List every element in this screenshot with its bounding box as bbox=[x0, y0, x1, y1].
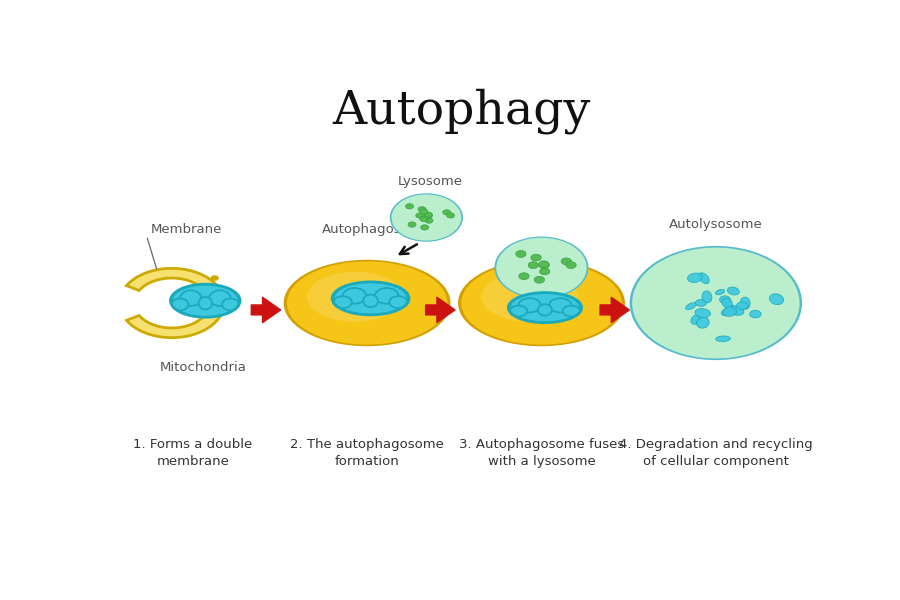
Ellipse shape bbox=[562, 305, 580, 316]
Ellipse shape bbox=[335, 283, 407, 314]
Ellipse shape bbox=[724, 301, 733, 311]
Ellipse shape bbox=[727, 287, 739, 295]
Text: 3. Autophagosome fuses
with a lysosome: 3. Autophagosome fuses with a lysosome bbox=[459, 438, 624, 468]
Circle shape bbox=[419, 217, 428, 221]
Ellipse shape bbox=[180, 290, 202, 306]
Ellipse shape bbox=[716, 289, 724, 295]
Circle shape bbox=[539, 268, 550, 275]
Ellipse shape bbox=[726, 310, 736, 314]
Circle shape bbox=[535, 277, 544, 283]
Ellipse shape bbox=[364, 295, 378, 307]
Ellipse shape bbox=[284, 260, 451, 346]
Circle shape bbox=[446, 213, 454, 218]
Text: 1. Forms a double
membrane: 1. Forms a double membrane bbox=[133, 438, 252, 468]
Circle shape bbox=[538, 261, 549, 268]
Ellipse shape bbox=[509, 305, 527, 316]
Ellipse shape bbox=[209, 290, 230, 306]
Circle shape bbox=[531, 254, 541, 261]
Circle shape bbox=[528, 262, 538, 269]
Circle shape bbox=[416, 213, 424, 218]
Ellipse shape bbox=[170, 284, 240, 317]
Ellipse shape bbox=[740, 297, 750, 309]
Ellipse shape bbox=[698, 273, 709, 284]
Circle shape bbox=[406, 203, 414, 209]
Ellipse shape bbox=[538, 304, 552, 316]
Ellipse shape bbox=[307, 272, 403, 322]
Circle shape bbox=[494, 236, 589, 299]
Circle shape bbox=[561, 258, 572, 265]
Ellipse shape bbox=[770, 294, 784, 305]
Text: Autolysosome: Autolysosome bbox=[669, 218, 762, 232]
Ellipse shape bbox=[511, 293, 579, 322]
Ellipse shape bbox=[222, 298, 239, 310]
Ellipse shape bbox=[736, 302, 748, 310]
Ellipse shape bbox=[334, 296, 352, 308]
Ellipse shape bbox=[722, 298, 733, 308]
Circle shape bbox=[496, 238, 587, 298]
Circle shape bbox=[443, 210, 451, 215]
Ellipse shape bbox=[482, 272, 578, 322]
Text: Lysosome: Lysosome bbox=[398, 175, 463, 187]
Text: Membrane: Membrane bbox=[151, 223, 222, 236]
Ellipse shape bbox=[390, 296, 408, 308]
Ellipse shape bbox=[696, 299, 706, 307]
Circle shape bbox=[211, 275, 219, 281]
Ellipse shape bbox=[458, 260, 625, 346]
Ellipse shape bbox=[199, 297, 212, 310]
Circle shape bbox=[418, 206, 426, 212]
Ellipse shape bbox=[697, 317, 709, 328]
Ellipse shape bbox=[721, 309, 731, 316]
Ellipse shape bbox=[702, 291, 712, 303]
Ellipse shape bbox=[727, 305, 743, 316]
Circle shape bbox=[516, 250, 526, 257]
Circle shape bbox=[425, 218, 433, 223]
Ellipse shape bbox=[508, 293, 581, 323]
Ellipse shape bbox=[375, 288, 399, 304]
Circle shape bbox=[424, 212, 432, 217]
Text: Autophagosome: Autophagosome bbox=[322, 223, 430, 236]
Circle shape bbox=[408, 222, 416, 227]
Circle shape bbox=[539, 262, 549, 268]
Text: Autophagy: Autophagy bbox=[332, 88, 590, 134]
Circle shape bbox=[420, 209, 428, 214]
Ellipse shape bbox=[691, 315, 701, 324]
Ellipse shape bbox=[723, 307, 736, 316]
Circle shape bbox=[632, 248, 799, 358]
Circle shape bbox=[566, 262, 576, 269]
Circle shape bbox=[518, 273, 529, 280]
Ellipse shape bbox=[695, 308, 710, 317]
Ellipse shape bbox=[332, 282, 409, 315]
Circle shape bbox=[420, 225, 428, 230]
Ellipse shape bbox=[173, 285, 238, 316]
Ellipse shape bbox=[343, 288, 366, 304]
Circle shape bbox=[390, 193, 463, 242]
Polygon shape bbox=[127, 268, 224, 338]
Ellipse shape bbox=[461, 262, 622, 344]
Ellipse shape bbox=[688, 273, 702, 283]
Ellipse shape bbox=[549, 298, 572, 313]
Ellipse shape bbox=[750, 310, 761, 318]
Ellipse shape bbox=[172, 298, 188, 310]
Circle shape bbox=[392, 194, 461, 241]
Ellipse shape bbox=[720, 296, 730, 304]
Text: Mitochondria: Mitochondria bbox=[159, 361, 247, 374]
Text: 2. The autophagosome
formation: 2. The autophagosome formation bbox=[290, 438, 444, 468]
Ellipse shape bbox=[686, 302, 697, 310]
Circle shape bbox=[425, 213, 433, 218]
Circle shape bbox=[630, 246, 802, 360]
Text: 4. Degradation and recycling
of cellular component: 4. Degradation and recycling of cellular… bbox=[619, 438, 813, 468]
Ellipse shape bbox=[716, 336, 731, 341]
Ellipse shape bbox=[518, 298, 541, 313]
Ellipse shape bbox=[287, 262, 447, 344]
